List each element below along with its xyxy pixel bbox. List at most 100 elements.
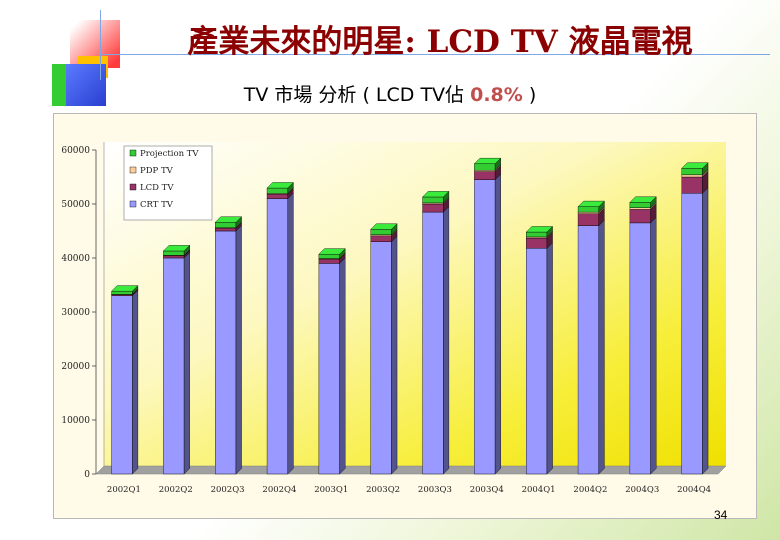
x-tick-label: 2002Q1 <box>107 485 141 495</box>
legend-label: LCD TV <box>140 183 174 193</box>
x-tick-label: 2004Q1 <box>522 485 556 495</box>
bar-segment <box>163 257 185 475</box>
bar-segment <box>266 187 288 194</box>
bar-segment-side <box>132 289 139 475</box>
bar-segment <box>629 207 651 210</box>
legend-swatch <box>129 200 137 208</box>
legend-swatch <box>129 166 137 174</box>
bar-segment <box>318 254 340 259</box>
bar-segment <box>681 174 703 178</box>
bar-segment <box>629 209 651 224</box>
bar-top <box>422 191 450 198</box>
x-tick-label: 2003Q2 <box>366 485 400 495</box>
bar-segment <box>163 255 185 259</box>
bar-top <box>111 285 139 292</box>
chart-back-wall <box>104 142 726 466</box>
legend-swatch <box>129 183 137 191</box>
bar-top <box>681 162 709 169</box>
y-tick-label: 40000 <box>61 254 90 264</box>
chart-floor <box>95 465 727 475</box>
decor-vertical-line <box>100 10 101 80</box>
x-tick-label: 2003Q4 <box>470 485 504 495</box>
bar-segment <box>577 213 599 226</box>
bar-segment <box>215 228 237 232</box>
bar-segment <box>215 222 237 228</box>
bar-segment <box>681 176 703 194</box>
bar-segment-side <box>287 192 294 475</box>
x-tick-label: 2002Q3 <box>211 485 245 495</box>
decor-horizontal-line <box>100 54 770 55</box>
bar-segment <box>422 211 444 475</box>
bar-segment <box>577 206 599 213</box>
bar-segment <box>163 250 185 256</box>
bar-segment <box>526 237 548 249</box>
decor-blue-square <box>66 64 106 106</box>
x-tick-label: 2004Q3 <box>625 485 659 495</box>
bar-segment-side <box>650 216 657 475</box>
bar-segment-side <box>702 187 709 475</box>
y-tick-label: 30000 <box>61 308 90 318</box>
bar-segment <box>370 235 392 243</box>
x-tick-label: 2004Q2 <box>573 485 607 495</box>
bar-segment <box>266 194 288 199</box>
bar-segment-side <box>494 173 501 475</box>
bar-segment-side <box>339 257 346 475</box>
bar-segment <box>629 222 651 475</box>
bar-segment <box>266 198 288 475</box>
subtitle-highlight: 0.8% <box>470 84 523 106</box>
bar-segment <box>681 168 703 176</box>
legend-swatch <box>129 149 137 157</box>
bar-segment <box>422 196 444 204</box>
bar-segment-side <box>183 251 190 475</box>
bar-segment <box>318 263 340 475</box>
bar-segment <box>474 171 496 180</box>
bar-segment <box>422 203 444 213</box>
bar-top <box>525 226 554 233</box>
x-tick-label: 2003Q3 <box>418 485 452 495</box>
bar-top <box>577 200 605 207</box>
tv-market-chart: 0 10000 20000 30000 40000 50000 60000 2002Q1 200… <box>61 142 727 495</box>
bar-segment <box>215 230 237 475</box>
y-tick-label: 10000 <box>61 416 90 426</box>
bar-segment <box>370 229 392 235</box>
bar-segment-side <box>391 235 398 475</box>
bar-segment <box>474 163 496 171</box>
bar-segment <box>629 202 651 208</box>
bar-segment-side <box>443 206 450 475</box>
bar-segment <box>526 231 548 238</box>
y-tick-label: 0 <box>84 470 90 480</box>
y-tick-label: 60000 <box>61 146 90 156</box>
bar-segment-side <box>598 219 605 475</box>
bar-top <box>370 223 398 230</box>
bar-segment <box>526 248 548 475</box>
y-tick-label: 20000 <box>61 362 90 372</box>
chart-frame: 0 10000 20000 30000 40000 50000 60000 2002Q1 200… <box>53 113 757 519</box>
bar-segment <box>370 241 392 475</box>
bar-segment <box>111 291 133 295</box>
slide-subtitle: TV 市場 分析 ( LCD TV佔 0.8% ) <box>0 80 780 107</box>
bar-top <box>629 196 657 203</box>
bar-segment <box>474 170 496 172</box>
legend-label: PDP TV <box>140 166 174 176</box>
bar-top <box>266 182 294 189</box>
bar-top <box>318 248 346 255</box>
x-tick-label: 2002Q4 <box>262 485 296 495</box>
bar-segment <box>474 179 496 475</box>
page-number: 34 <box>714 508 728 522</box>
x-tick-label: 2004Q4 <box>677 485 711 495</box>
bar-segment <box>681 192 703 475</box>
bar-segment <box>577 211 599 214</box>
subtitle-prefix: TV 市場 分析 ( LCD TV佔 <box>243 84 471 106</box>
slide-title: 產業未來的明星: LCD TV 液晶電視 <box>187 24 693 60</box>
bar-segment <box>318 258 340 264</box>
bar-segment <box>111 295 133 475</box>
subtitle-suffix: ) <box>522 84 537 106</box>
bar-segment-side <box>546 242 553 475</box>
bar-segment <box>577 225 599 475</box>
x-tick-label: 2002Q2 <box>159 485 193 495</box>
legend-label: CRT TV <box>140 200 174 210</box>
bar-top <box>162 245 191 252</box>
bar-segment-side <box>235 224 242 475</box>
x-tick-label: 2003Q1 <box>314 485 348 495</box>
bar-top <box>473 157 502 164</box>
